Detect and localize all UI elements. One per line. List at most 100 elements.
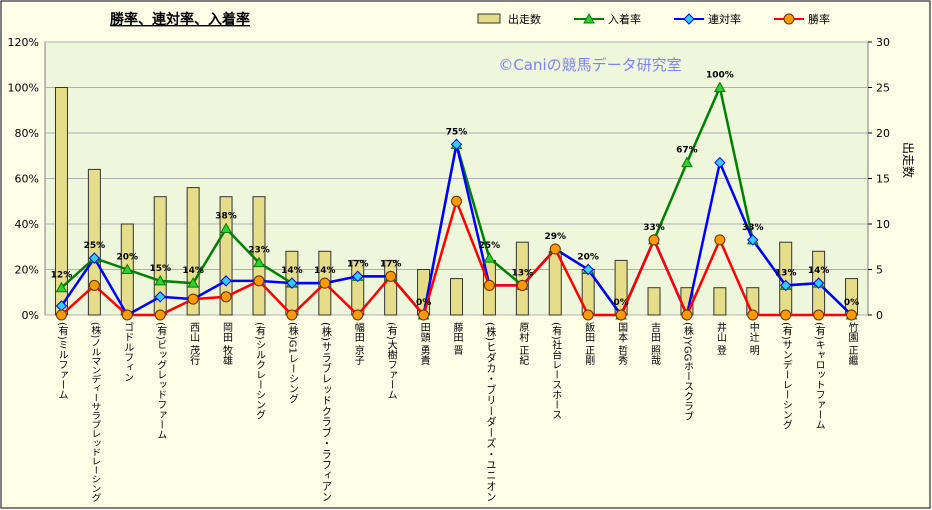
y2-tick-label: 20 <box>876 127 890 140</box>
data-label: 67% <box>676 146 698 156</box>
bar <box>647 287 661 316</box>
data-label: 33% <box>742 223 764 233</box>
data-label: 23% <box>248 246 270 256</box>
x-tick-label: (株)YGGホースクラブ <box>681 322 693 421</box>
data-label: 13% <box>775 268 797 278</box>
x-tick-label: ゴドルフィン <box>122 321 134 382</box>
data-label: 38% <box>215 212 237 222</box>
marker-circle <box>846 309 858 321</box>
legend <box>470 9 870 29</box>
marker-circle <box>451 195 462 207</box>
data-label: 0% <box>844 298 859 308</box>
x-tick-label: (有)サンデーレーシング <box>780 322 792 430</box>
data-label: 14% <box>281 266 303 276</box>
bar <box>219 196 233 316</box>
data-label: 17% <box>380 259 402 269</box>
marker-diamond <box>286 277 298 289</box>
marker-circle <box>352 309 364 321</box>
marker-circle <box>780 309 792 321</box>
data-label: 13% <box>512 268 534 278</box>
y2-tick-label: 0 <box>876 309 883 322</box>
bar <box>252 196 266 316</box>
legend-label: 出走数 <box>508 12 541 26</box>
marker-circle <box>615 309 627 321</box>
x-tick-label: 岡田 牧雄 <box>221 322 233 366</box>
y2-tick-label: 5 <box>876 264 883 277</box>
y2-tick-label: 30 <box>876 36 890 49</box>
y2-tick-label: 15 <box>876 173 890 186</box>
marker-circle <box>55 309 67 321</box>
legend-label: 勝率 <box>808 12 830 26</box>
marker-triangle <box>154 274 167 286</box>
bar <box>450 278 463 316</box>
bar <box>515 241 529 316</box>
marker-triangle <box>714 81 726 92</box>
data-label: 14% <box>182 266 204 276</box>
x-tick-label: (有)ビッグレッドファーム <box>155 322 167 440</box>
marker-diamond <box>450 138 463 151</box>
data-label: 0% <box>416 298 431 308</box>
marker-circle <box>385 270 397 282</box>
x-tick-label: 田頭 勇貴 <box>418 322 430 366</box>
x-tick-label: (有)キャロットファーム <box>813 322 825 430</box>
data-label: 14% <box>808 266 830 276</box>
marker-circle <box>253 275 265 287</box>
marker-circle <box>681 309 693 321</box>
data-label: 14% <box>314 266 336 276</box>
data-label: 17% <box>347 259 369 269</box>
data-label: 100% <box>706 71 734 81</box>
x-tick-label: 吉田 照哉 <box>649 322 661 365</box>
marker-circle <box>121 309 133 321</box>
x-tick-label: (有)ミルファーム <box>56 322 68 400</box>
marker-circle <box>286 309 298 321</box>
legend-swatch <box>477 13 501 24</box>
marker-circle <box>483 279 495 291</box>
marker-diamond <box>747 234 759 246</box>
x-tick-label: (株)G1レーシング <box>286 322 298 404</box>
data-label: 25% <box>479 241 501 251</box>
marker-circle <box>813 309 825 321</box>
marker-diamond <box>714 156 726 169</box>
bar <box>713 287 727 316</box>
x-tick-label: 西山 茂行 <box>188 322 200 366</box>
x-tick-label: 中辻 明 <box>747 321 759 356</box>
marker-triangle <box>187 277 199 288</box>
data-label: 33% <box>643 223 665 233</box>
x-tick-label: 竹園 正繼 <box>846 321 858 365</box>
x-tick-label: (有)社台レースホース <box>550 322 562 420</box>
x-tick-label: (株)ノルマンディーサラブレッドレーシング <box>89 322 101 502</box>
y2-tick-label: 10 <box>876 218 890 231</box>
data-label: 75% <box>446 127 468 137</box>
x-tick-label: (有)シルクレーシング <box>253 322 265 420</box>
y2-axis-label: 出走数 <box>901 142 916 178</box>
marker-circle <box>319 277 331 289</box>
data-label: 25% <box>84 241 106 251</box>
x-tick-label: (株)ヒダカ・ブリーダーズ・ユニオン <box>484 322 496 502</box>
y-tick-label: 80% <box>15 127 39 140</box>
y-tick-label: 0% <box>22 309 39 322</box>
marker-circle <box>747 309 759 321</box>
marker-triangle <box>483 252 496 263</box>
marker-diamond <box>88 252 101 264</box>
x-tick-label: 幅田 京子 <box>352 321 364 365</box>
marker-triangle <box>121 263 134 274</box>
marker-circle <box>220 291 232 303</box>
y-tick-label: 120% <box>8 36 39 49</box>
marker-circle <box>187 293 199 305</box>
marker-triangle <box>253 256 265 268</box>
x-tick-label: 飯田 正剛 <box>583 321 595 366</box>
marker-diamond <box>352 270 364 283</box>
y-tick-label: 60% <box>15 173 39 186</box>
marker-circle <box>582 309 594 321</box>
data-label: 12% <box>51 271 73 281</box>
data-label: 20% <box>577 253 599 263</box>
marker-circle <box>714 234 726 246</box>
marker-diamond <box>220 275 232 287</box>
data-label: 0% <box>613 298 628 308</box>
marker-circle <box>783 13 795 25</box>
marker-circle <box>648 234 660 246</box>
y-tick-label: 40% <box>15 218 39 231</box>
legend-label: 連対率 <box>708 12 741 26</box>
data-label: 29% <box>544 232 566 242</box>
